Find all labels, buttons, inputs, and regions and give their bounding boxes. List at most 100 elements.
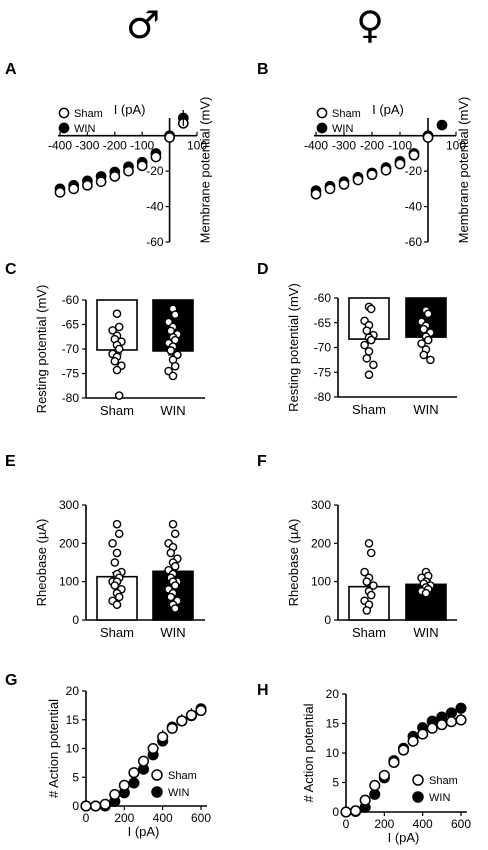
x-tick-label: -300	[75, 139, 99, 153]
data-point-win	[170, 310, 180, 320]
legend-marker-win	[58, 122, 70, 134]
data-point-sham	[136, 160, 148, 172]
data-point-sham	[366, 548, 376, 558]
y-tick-label: -70	[62, 342, 80, 356]
rheobase-chart-female: 0 100 200 300 Rheobase (µA) Sham WIN	[286, 498, 457, 640]
data-point-sham	[369, 581, 378, 590]
data-point-win	[128, 777, 140, 789]
y-axis-label: Rheobase (µA)	[34, 519, 49, 607]
x-tick-label: 0	[83, 811, 90, 825]
data-point-sham	[109, 788, 121, 801]
legend-label-sham: Sham	[74, 108, 103, 120]
data-point-sham	[407, 735, 419, 747]
x-tick-label: -100	[130, 139, 154, 153]
category-label-sham: Sham	[352, 402, 386, 417]
data-point-sham	[114, 322, 124, 332]
y-tick-label: -60	[405, 235, 423, 249]
data-point-sham	[455, 714, 467, 726]
legend-marker-win	[316, 122, 328, 134]
data-point-sham	[324, 183, 336, 195]
panel-label-b: B	[257, 61, 269, 78]
y-tick-label: 5	[332, 776, 339, 790]
data-point-win	[166, 592, 176, 602]
data-point-sham	[166, 722, 178, 734]
data-point-sham	[114, 592, 124, 602]
x-tick-label: 400	[153, 811, 173, 825]
legend-label-sham: Sham	[332, 108, 361, 120]
data-point-win	[455, 702, 467, 714]
legend-marker-sham	[316, 107, 328, 119]
y-tick-label: 15	[326, 717, 340, 731]
data-point-sham	[112, 365, 122, 375]
y-tick-label: -60	[314, 291, 332, 305]
data-point-win	[423, 335, 433, 345]
panel-label-h: H	[257, 682, 269, 699]
data-point-sham	[112, 548, 122, 558]
category-label-win: WIN	[160, 625, 185, 640]
data-point-sham	[378, 769, 390, 781]
y-tick-label: 200	[59, 536, 79, 550]
x-tick-label: 200	[114, 811, 134, 825]
data-point-sham	[366, 169, 378, 181]
y-tick-label: 300	[311, 498, 331, 512]
data-point-sham	[362, 354, 372, 363]
legend-label-win: WIN	[168, 787, 189, 799]
data-point-sham	[364, 539, 374, 548]
data-point-sham	[108, 539, 117, 548]
y-tick-label: 0	[72, 613, 79, 627]
data-point-win	[421, 588, 431, 598]
y-axis-label: # Action potential	[46, 699, 61, 798]
data-point-sham	[408, 149, 420, 161]
data-point-sham	[68, 183, 80, 195]
category-label-win: WIN	[413, 625, 438, 640]
data-point-sham	[422, 132, 434, 143]
legend-label-sham: Sham	[429, 775, 458, 787]
y-tick-label: -75	[62, 367, 80, 381]
panel-label-f: F	[257, 453, 267, 470]
y-tick-label: -75	[314, 365, 332, 379]
y-tick-label: 300	[59, 498, 79, 512]
y-tick-label: 15	[66, 713, 80, 727]
category-label-sham: Sham	[100, 625, 134, 640]
y-tick-label: 100	[311, 575, 331, 589]
y-tick-label: -80	[62, 391, 80, 405]
y-tick-label: -60	[146, 235, 164, 249]
data-point-sham	[436, 719, 448, 731]
resting-potential-chart-female: -60 -65 -70 -75 -80 Resting potential (mV) Sha…	[286, 283, 457, 417]
x-axis-label: I (pA)	[372, 102, 404, 117]
x-tick-label: -200	[360, 139, 384, 153]
data-point-sham	[99, 798, 111, 810]
y-tick-label: -40	[405, 200, 423, 214]
y-tick-label: 0	[332, 805, 339, 819]
x-tick-label: -400	[48, 139, 72, 153]
y-tick-label: 0	[324, 613, 331, 627]
data-point-sham	[359, 794, 371, 806]
data-point-win	[166, 346, 176, 355]
data-point-win	[168, 371, 178, 381]
data-point-win	[417, 339, 426, 348]
y-tick-label: 20	[66, 684, 80, 698]
data-point-sham	[380, 164, 392, 176]
data-point-sham	[128, 767, 140, 779]
data-point-win	[419, 324, 429, 334]
iv-chart-female: -400 -300 -200 -100 100 -20 -40 -60 I (pA) Membra…	[304, 97, 471, 249]
y-tick-label: -20	[146, 164, 164, 178]
data-point-sham	[176, 715, 188, 727]
x-tick-label: 100	[187, 139, 207, 153]
category-label-sham: Sham	[352, 625, 386, 640]
y-axis-label: Membrane potential (mV)	[198, 97, 213, 244]
panel-label-d: D	[257, 261, 269, 278]
data-point-sham	[366, 335, 376, 345]
data-point-win	[436, 119, 448, 131]
y-tick-label: 200	[311, 536, 331, 550]
data-point-sham	[310, 188, 322, 200]
y-tick-label: -20	[405, 164, 423, 178]
data-point-sham	[360, 567, 369, 577]
data-point-sham	[195, 705, 207, 717]
data-point-sham	[112, 600, 122, 609]
data-point-sham	[364, 347, 374, 356]
x-tick-label: -400	[304, 139, 328, 153]
data-point-sham	[110, 356, 120, 366]
data-point-sham	[157, 731, 169, 743]
